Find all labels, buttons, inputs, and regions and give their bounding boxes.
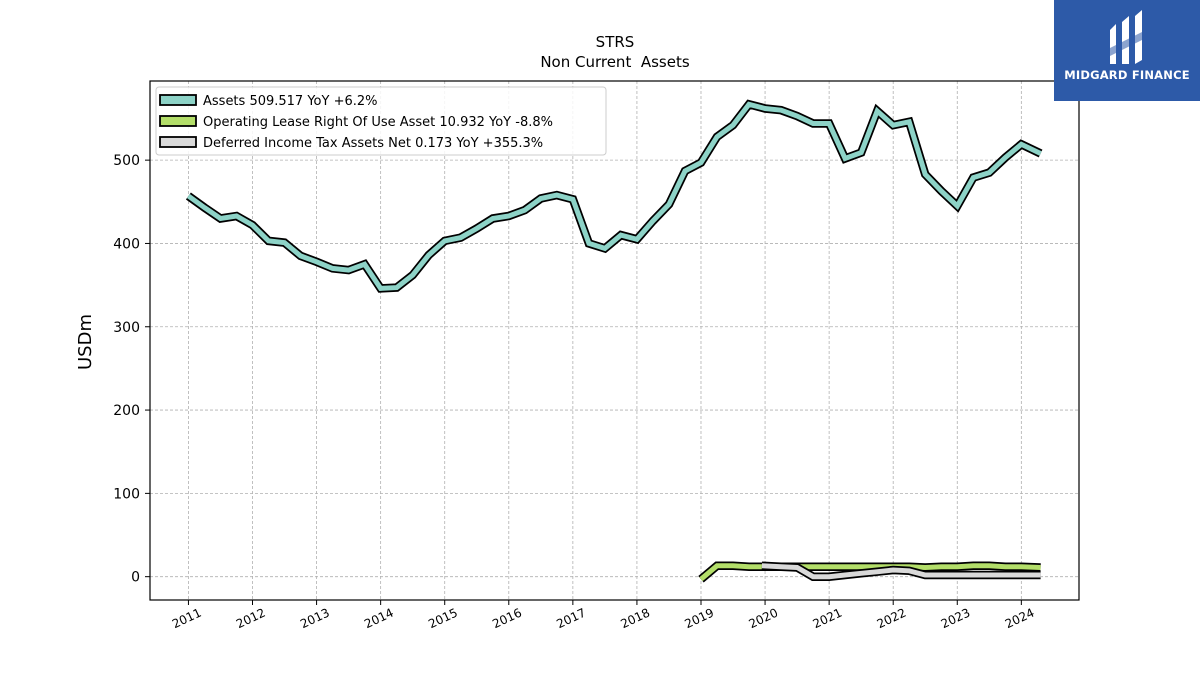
y-tick-label: 100 (113, 486, 140, 502)
legend-swatch (159, 94, 197, 106)
y-tick-label: 300 (113, 320, 140, 336)
x-tick-label: 2011 (170, 606, 204, 632)
series-line (699, 563, 1041, 582)
x-tick-label: 2018 (618, 606, 652, 632)
x-tick-label: 2016 (490, 606, 524, 632)
legend-label: Deferred Income Tax Assets Net 0.173 YoY… (203, 136, 543, 151)
legend-swatch (159, 136, 197, 148)
series-1 (185, 99, 1043, 293)
series-line (186, 101, 1042, 291)
brand-logo: MIDGARD FINANCE (1054, 0, 1200, 101)
x-tick-label: 2024 (1003, 606, 1037, 632)
chart-title: STRS (596, 33, 635, 51)
x-tick-label: 2020 (747, 606, 781, 632)
legend-swatch (159, 115, 197, 127)
brand-mark-icon (1110, 10, 1142, 64)
x-tick-label: 2023 (939, 606, 973, 632)
x-tick-label: 2022 (875, 606, 909, 632)
legend-label: Assets 509.517 YoY +6.2% (203, 94, 378, 109)
x-tick-label: 2012 (234, 606, 268, 632)
series-3 (761, 561, 1041, 581)
y-axis-label: USDm (75, 314, 96, 370)
x-tick-label: 2013 (298, 606, 332, 632)
plot-frame (149, 80, 1080, 601)
x-tick-label: 2021 (811, 606, 845, 632)
brand-name: MIDGARD FINANCE (1064, 68, 1190, 82)
y-tick-label: 400 (113, 236, 140, 252)
legend-label: Operating Lease Right Of Use Asset 10.93… (203, 115, 553, 130)
x-tick-label: 2015 (426, 606, 460, 632)
x-tick-label: 2019 (683, 606, 717, 632)
x-tick-label: 2017 (554, 606, 588, 632)
series-line (761, 563, 1041, 580)
chart-subtitle: Non Current Assets (540, 53, 690, 71)
series-2 (698, 561, 1041, 583)
x-tick-label: 2014 (362, 606, 396, 632)
y-tick-label: 0 (131, 570, 140, 586)
y-tick-label: 200 (113, 403, 140, 419)
legend-box (155, 86, 607, 156)
y-tick-label: 500 (113, 153, 140, 169)
legend: Assets 509.517 YoY +6.2% Operating Lease … (155, 86, 607, 156)
